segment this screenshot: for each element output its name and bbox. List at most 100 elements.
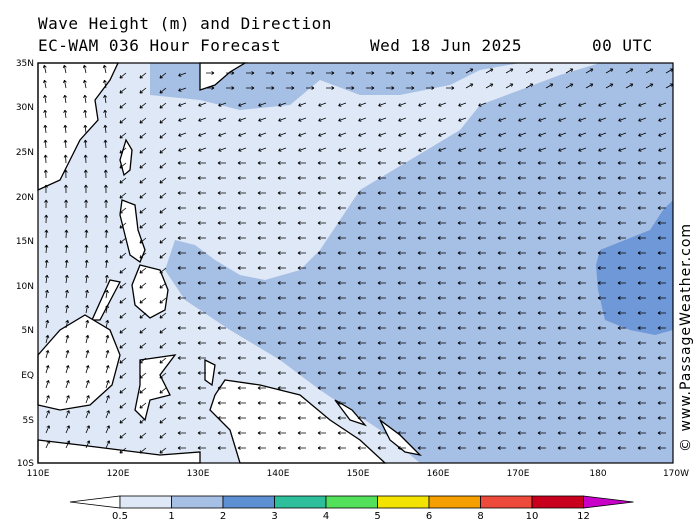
wave-arrow bbox=[538, 132, 547, 137]
wave-arrow bbox=[119, 147, 127, 154]
wave-arrow bbox=[517, 161, 526, 165]
wave-arrow bbox=[197, 221, 206, 225]
wave-arrow bbox=[545, 68, 554, 74]
wave-arrow bbox=[159, 402, 167, 409]
wave-arrow bbox=[42, 64, 47, 74]
colorbar-label: 0.5 bbox=[112, 511, 128, 522]
land-borneo bbox=[37, 314, 121, 411]
wave-arrow bbox=[577, 176, 586, 180]
wave-arrow bbox=[517, 341, 526, 345]
lat-label: 5N bbox=[22, 326, 34, 336]
wave-arrow bbox=[558, 102, 567, 107]
wave-arrow bbox=[45, 395, 50, 404]
wave-arrow bbox=[537, 236, 546, 240]
wave-arrow bbox=[585, 83, 594, 89]
wave-arrow bbox=[577, 266, 586, 270]
wave-arrow bbox=[437, 356, 446, 360]
wave-arrow bbox=[217, 206, 226, 210]
wave-arrow bbox=[217, 176, 226, 180]
wave-arrow bbox=[197, 326, 206, 330]
wave-arrow bbox=[317, 371, 326, 375]
wave-arrow bbox=[497, 371, 506, 375]
wave-arrow bbox=[577, 431, 586, 435]
wave-arrow bbox=[277, 296, 286, 300]
wave-arrow bbox=[417, 341, 426, 345]
wave-arrow bbox=[82, 64, 87, 74]
wave-arrow bbox=[657, 416, 666, 420]
wave-arrow bbox=[637, 251, 646, 255]
wave-arrow bbox=[337, 446, 346, 450]
wave-arrow bbox=[538, 117, 547, 122]
wave-arrow bbox=[159, 162, 167, 169]
wave-arrow bbox=[103, 139, 108, 149]
wave-arrow bbox=[417, 326, 426, 330]
wave-arrow bbox=[257, 236, 266, 240]
wave-arrow bbox=[139, 342, 147, 349]
wave-arrow bbox=[257, 296, 266, 300]
wave-arrow bbox=[397, 431, 406, 435]
wave-arrow bbox=[104, 199, 109, 209]
wave-arrow bbox=[477, 296, 486, 300]
wave-arrow bbox=[346, 86, 355, 90]
wave-arrow bbox=[397, 326, 406, 330]
wave-arrow bbox=[377, 371, 386, 375]
wave-arrow bbox=[597, 281, 606, 285]
wave-arrow bbox=[505, 83, 514, 89]
wave-arrow bbox=[64, 274, 69, 284]
wave-arrow bbox=[84, 229, 89, 239]
wave-arrow bbox=[557, 311, 566, 315]
wave-arrow bbox=[119, 267, 127, 274]
wave-arrow bbox=[497, 161, 506, 165]
wave-arrow bbox=[139, 237, 147, 244]
map-frame bbox=[37, 62, 674, 464]
wave-arrow bbox=[597, 161, 606, 165]
wave-arrow bbox=[317, 311, 326, 315]
wave-arrow bbox=[85, 410, 90, 419]
wave-arrow bbox=[397, 386, 406, 390]
wave-arrow bbox=[102, 64, 107, 74]
wave-arrow bbox=[497, 356, 506, 360]
wave-arrow bbox=[517, 206, 526, 210]
wave-arrow bbox=[597, 416, 606, 420]
wave-arrow bbox=[357, 401, 366, 405]
wave-arrow bbox=[497, 431, 506, 435]
wave-arrow bbox=[217, 416, 226, 420]
wave-arrow bbox=[139, 267, 147, 274]
wave-arrow bbox=[446, 71, 455, 75]
wave-arrow bbox=[139, 222, 147, 229]
wave-arrow bbox=[119, 132, 127, 139]
wave-arrow bbox=[657, 281, 666, 285]
wave-arrow bbox=[237, 296, 246, 300]
wave-arrow bbox=[657, 311, 666, 315]
wave-arrow bbox=[557, 236, 566, 240]
wave-arrow bbox=[197, 191, 206, 195]
wave-arrow bbox=[237, 251, 246, 255]
wave-arrow bbox=[565, 68, 574, 74]
wave-arrow bbox=[159, 267, 167, 274]
wave-arrow bbox=[139, 147, 147, 154]
wave-arrow bbox=[177, 446, 186, 450]
wave-arrow bbox=[297, 401, 306, 405]
wave-arrow bbox=[159, 117, 167, 124]
wave-arrow bbox=[557, 251, 566, 255]
wave-arrow bbox=[357, 431, 366, 435]
land-taiwan bbox=[119, 138, 133, 177]
wave-arrow bbox=[457, 161, 466, 165]
wave-arrow bbox=[139, 282, 147, 289]
wave-arrow bbox=[317, 386, 326, 390]
wave-arrow bbox=[357, 296, 366, 300]
wave-arrow bbox=[104, 229, 109, 239]
wave-arrow bbox=[119, 297, 127, 304]
wave-arrow bbox=[43, 124, 48, 134]
wave-arrow bbox=[357, 311, 366, 315]
wave-arrow bbox=[178, 102, 187, 107]
wave-arrow bbox=[537, 221, 546, 225]
wave-arrow bbox=[197, 236, 206, 240]
wave-arrow bbox=[657, 206, 666, 210]
wave-arrow bbox=[457, 266, 466, 270]
colorbar-label: 1 bbox=[168, 511, 174, 522]
wave-arrow bbox=[337, 356, 346, 360]
wave-arrow bbox=[63, 154, 68, 164]
wave-arrow bbox=[657, 266, 666, 270]
